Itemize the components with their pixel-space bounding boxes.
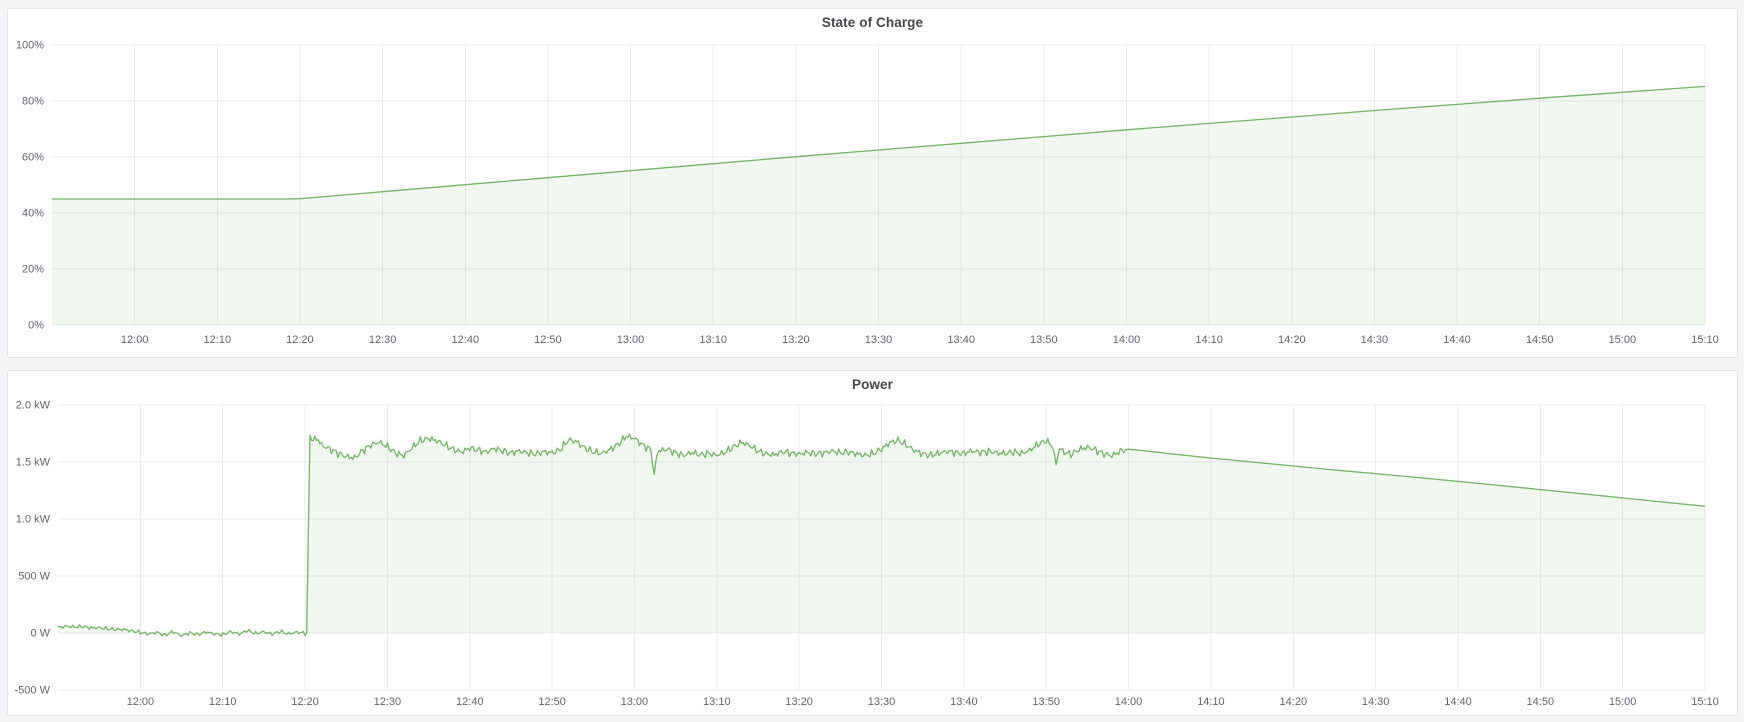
x-tick-label: 15:10 xyxy=(1691,334,1719,346)
x-tick-label: 13:50 xyxy=(1032,696,1060,708)
x-tick-label: 14:40 xyxy=(1444,696,1472,708)
x-tick-labels: 12:00 12:10 12:20 12:30 12:40 12:50 13:00 13:10… xyxy=(121,334,1719,346)
panel-power: 12:00 12:10 12:20 12:30 12:40 12:50 13:00 13:10… xyxy=(7,370,1738,716)
x-tick-label: 14:30 xyxy=(1362,696,1390,708)
y-tick-label: 500 W xyxy=(18,571,50,583)
x-tick-label: 13:10 xyxy=(703,696,731,708)
x-tick-label: 12:30 xyxy=(374,696,402,708)
series-line xyxy=(57,433,1706,638)
x-tick-label: 14:20 xyxy=(1278,334,1306,346)
x-tick-label: 13:30 xyxy=(865,334,893,346)
grid xyxy=(52,44,1706,326)
x-tick-label: 13:10 xyxy=(699,334,727,346)
series-area xyxy=(58,434,1705,637)
y-tick-label: 0% xyxy=(28,320,44,332)
x-tick-label: 12:00 xyxy=(121,334,149,346)
x-tick-label: 13:40 xyxy=(950,696,978,708)
y-tick-label: 20% xyxy=(22,264,44,276)
power-chart[interactable]: 12:00 12:10 12:20 12:30 12:40 12:50 13:00 13:10… xyxy=(8,371,1737,715)
state-of-charge-chart[interactable]: 12:00 12:10 12:20 12:30 12:40 12:50 13:00 13:10… xyxy=(8,9,1737,357)
y-tick-label: 100% xyxy=(16,40,44,52)
x-tick-label: 13:00 xyxy=(621,696,649,708)
x-tick-label: 12:30 xyxy=(369,334,397,346)
panel-title-power[interactable]: Power xyxy=(851,377,893,392)
x-tick-label: 14:50 xyxy=(1527,696,1555,708)
y-tick-label: 1.5 kW xyxy=(16,457,51,469)
x-tick-label: 13:50 xyxy=(1030,334,1058,346)
x-tick-label: 13:40 xyxy=(947,334,975,346)
x-tick-label: 13:00 xyxy=(617,334,645,346)
x-tick-label: 14:50 xyxy=(1526,334,1554,346)
x-tick-labels: 12:00 12:10 12:20 12:30 12:40 12:50 13:00 13:10… xyxy=(127,696,1719,708)
x-tick-label: 14:30 xyxy=(1361,334,1389,346)
x-tick-label: 12:20 xyxy=(291,696,319,708)
x-tick-label: 13:20 xyxy=(785,696,813,708)
x-tick-label: 12:40 xyxy=(456,696,484,708)
y-tick-label: 80% xyxy=(22,96,44,108)
y-tick-label: 1.0 kW xyxy=(16,514,51,526)
x-tick-label: 14:00 xyxy=(1113,334,1141,346)
x-tick-label: 14:10 xyxy=(1197,696,1225,708)
y-tick-labels: 0% 20% 40% 60% 80% 100% xyxy=(16,40,44,332)
x-tick-label: 14:10 xyxy=(1195,334,1223,346)
series-area xyxy=(52,86,1705,326)
x-tick-label: 15:00 xyxy=(1609,696,1637,708)
y-tick-label: 40% xyxy=(22,208,44,220)
x-tick-label: 13:30 xyxy=(868,696,896,708)
y-tick-label: -500 W xyxy=(15,685,51,697)
x-tick-label: 12:00 xyxy=(127,696,155,708)
x-tick-label: 12:50 xyxy=(534,334,562,346)
x-tick-label: 14:20 xyxy=(1280,696,1308,708)
y-tick-label: 60% xyxy=(22,152,44,164)
y-tick-labels: -500 W 0 W 500 W 1.0 kW 1.5 kW 2.0 kW xyxy=(15,400,51,697)
panel-title-state-of-charge[interactable]: State of Charge xyxy=(821,15,924,30)
x-tick-label: 15:10 xyxy=(1691,696,1719,708)
x-tick-label: 14:00 xyxy=(1115,696,1143,708)
y-tick-label: 0 W xyxy=(30,628,50,640)
series-line xyxy=(52,85,1706,200)
x-tick-label: 12:10 xyxy=(209,696,237,708)
x-tick-label: 13:20 xyxy=(782,334,810,346)
x-tick-label: 15:00 xyxy=(1609,334,1637,346)
x-tick-label: 12:10 xyxy=(204,334,232,346)
x-tick-label: 12:40 xyxy=(452,334,480,346)
panel-state-of-charge: 12:00 12:10 12:20 12:30 12:40 12:50 13:00 13:10… xyxy=(7,8,1738,358)
grid xyxy=(58,404,1706,691)
x-tick-label: 14:40 xyxy=(1443,334,1471,346)
x-tick-label: 12:50 xyxy=(538,696,566,708)
y-tick-label: 2.0 kW xyxy=(16,400,51,412)
x-tick-label: 12:20 xyxy=(286,334,314,346)
